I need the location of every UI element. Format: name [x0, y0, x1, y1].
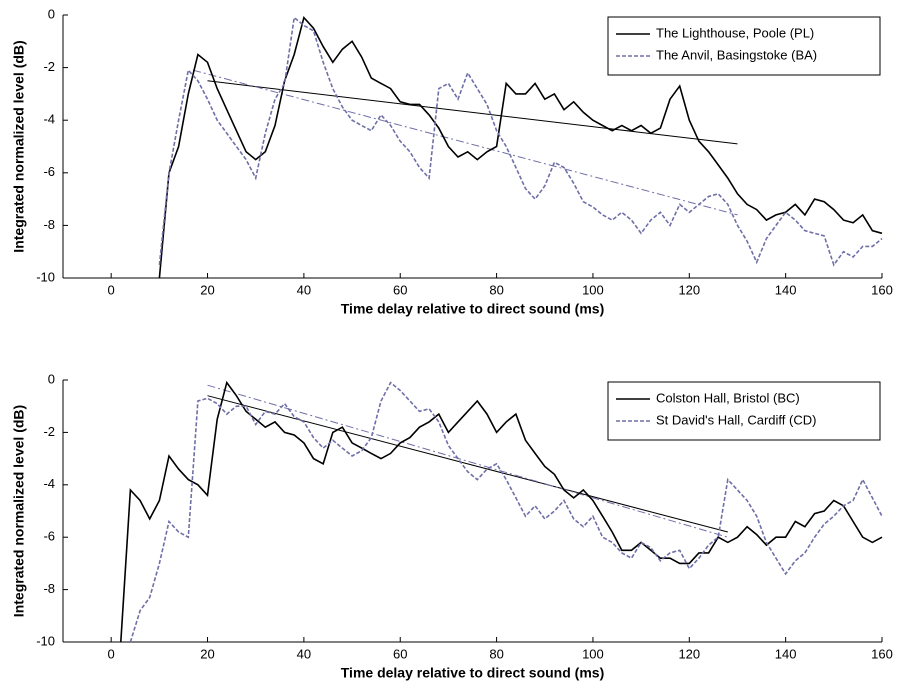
series-line: [120, 380, 883, 643]
legend-label: The Lighthouse, Poole (PL): [656, 25, 814, 40]
x-tick-label: 140: [775, 282, 797, 297]
legend-label: St David's Hall, Cardiff (CD): [656, 412, 816, 427]
legend-box: [607, 381, 881, 441]
y-tick-label: -4: [43, 112, 55, 127]
x-tick-label: 80: [489, 282, 503, 297]
y-tick-label: -4: [43, 476, 55, 491]
y-axis-label: Integrated normalized level (dB): [11, 40, 27, 252]
x-axis-label: Time delay relative to direct sound (ms): [341, 301, 604, 317]
x-tick-label: 40: [297, 646, 311, 661]
x-tick-label: 60: [393, 282, 407, 297]
y-tick-label: -8: [43, 217, 55, 232]
y-tick-label: 0: [48, 371, 55, 386]
x-tick-label: 0: [108, 646, 115, 661]
legend-label: The Anvil, Basingstoke (BA): [656, 47, 817, 62]
x-tick-label: 140: [775, 646, 797, 661]
series-line: [129, 381, 883, 643]
y-tick-label: -8: [43, 581, 55, 596]
x-tick-label: 120: [678, 646, 700, 661]
x-tick-label: 40: [297, 282, 311, 297]
y-tick-label: -10: [36, 269, 55, 284]
x-axis-label: Time delay relative to direct sound (ms): [341, 665, 604, 681]
y-tick-label: -6: [43, 529, 55, 544]
y-tick-label: -2: [43, 59, 55, 74]
x-tick-label: 20: [200, 646, 214, 661]
legend-box: [607, 16, 881, 76]
legend-label: Colston Hall, Bristol (BC): [656, 390, 800, 405]
trend-line: [207, 80, 738, 145]
series-line: [158, 16, 883, 267]
x-tick-label: 100: [582, 646, 604, 661]
y-axis-label: Integrated normalized level (dB): [11, 405, 27, 617]
x-tick-label: 60: [393, 646, 407, 661]
trend-line: [192, 69, 738, 216]
trend-line: [207, 395, 728, 533]
x-tick-label: 100: [582, 282, 604, 297]
x-tick-label: 120: [678, 282, 700, 297]
x-tick-label: 160: [871, 646, 893, 661]
series-line: [158, 15, 883, 279]
x-tick-label: 20: [200, 282, 214, 297]
y-tick-label: -2: [43, 424, 55, 439]
x-tick-label: 160: [871, 282, 893, 297]
y-tick-label: -10: [36, 633, 55, 648]
x-tick-label: 80: [489, 646, 503, 661]
y-tick-label: 0: [48, 6, 55, 21]
trend-line: [207, 384, 728, 538]
x-tick-label: 0: [108, 282, 115, 297]
y-tick-label: -6: [43, 164, 55, 179]
